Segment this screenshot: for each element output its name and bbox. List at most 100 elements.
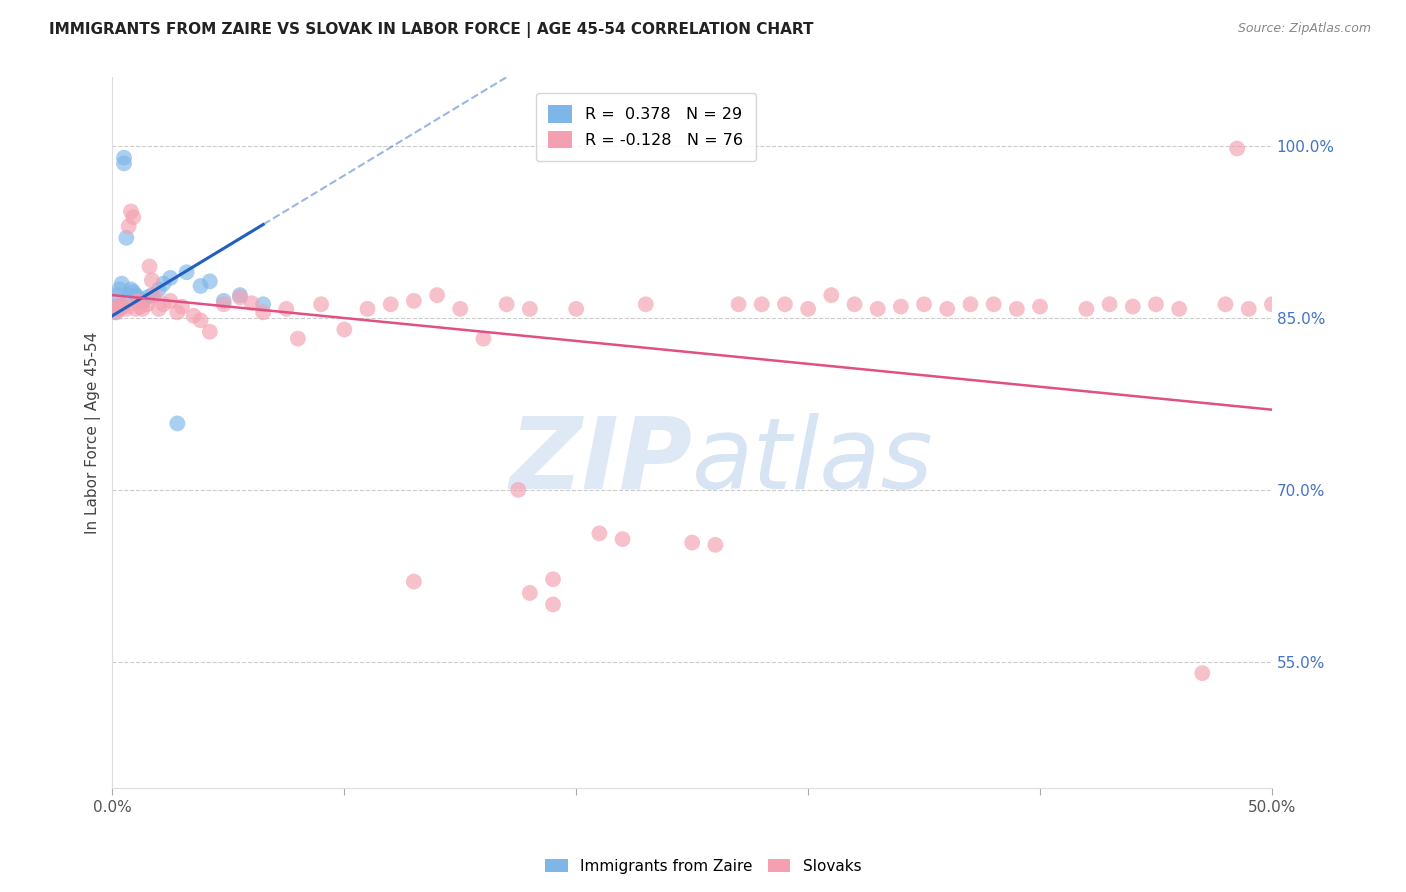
Point <box>108 282 131 296</box>
Text: atlas: atlas <box>692 412 934 509</box>
Point <box>159 293 181 308</box>
Point <box>612 532 634 546</box>
Point <box>131 293 153 308</box>
Point <box>1168 301 1191 316</box>
Point <box>356 301 378 316</box>
Point <box>1122 300 1144 314</box>
Point <box>1098 297 1121 311</box>
Point <box>634 297 657 311</box>
Point <box>190 313 212 327</box>
Point <box>136 290 159 304</box>
Point <box>912 297 935 311</box>
Point <box>240 296 263 310</box>
Point <box>565 301 588 316</box>
Point <box>959 297 981 311</box>
Point <box>1261 297 1284 311</box>
Point <box>170 300 193 314</box>
Legend: R =  0.378   N = 29, R = -0.128   N = 76: R = 0.378 N = 29, R = -0.128 N = 76 <box>536 93 756 161</box>
Point <box>112 151 135 165</box>
Point <box>820 288 842 302</box>
Point <box>108 301 131 316</box>
Point <box>120 282 142 296</box>
Point <box>890 300 912 314</box>
Text: ZIP: ZIP <box>509 412 692 509</box>
Text: IMMIGRANTS FROM ZAIRE VS SLOVAK IN LABOR FORCE | AGE 45-54 CORRELATION CHART: IMMIGRANTS FROM ZAIRE VS SLOVAK IN LABOR… <box>49 22 814 38</box>
Point <box>449 301 471 316</box>
Point <box>426 288 449 302</box>
Point <box>983 297 1005 311</box>
Point <box>844 297 866 311</box>
Point <box>380 297 402 311</box>
Point <box>143 288 166 302</box>
Point <box>797 301 820 316</box>
Point <box>1005 301 1028 316</box>
Point <box>112 300 135 314</box>
Point <box>229 290 252 304</box>
Point <box>166 417 188 431</box>
Point <box>124 288 146 302</box>
Point <box>1191 666 1213 681</box>
Text: Source: ZipAtlas.com: Source: ZipAtlas.com <box>1237 22 1371 36</box>
Point <box>136 297 159 311</box>
Point <box>212 297 235 311</box>
Point <box>105 288 128 302</box>
Point <box>704 538 727 552</box>
Point <box>198 325 221 339</box>
Point <box>252 297 274 311</box>
Point <box>104 300 127 314</box>
Point <box>105 300 128 314</box>
Point <box>751 297 773 311</box>
Point <box>1226 141 1249 155</box>
Point <box>111 277 134 291</box>
Point <box>1029 300 1052 314</box>
Point <box>152 297 174 311</box>
Point <box>402 574 425 589</box>
Point <box>148 301 170 316</box>
Point <box>124 301 146 316</box>
Point <box>122 211 145 225</box>
Point <box>129 300 152 314</box>
Point <box>212 293 235 308</box>
Point <box>138 260 160 274</box>
Point <box>166 305 188 319</box>
Point <box>111 297 134 311</box>
Point <box>108 301 131 316</box>
Point <box>111 300 134 314</box>
Point <box>190 279 212 293</box>
Point <box>141 273 163 287</box>
Point <box>1076 301 1098 316</box>
Point <box>152 277 174 291</box>
Point <box>588 526 610 541</box>
Point <box>141 288 163 302</box>
Point <box>115 231 138 245</box>
Point <box>727 297 749 311</box>
Point <box>519 586 541 600</box>
Point <box>541 572 564 586</box>
Point <box>120 204 142 219</box>
Point <box>508 483 530 497</box>
Point <box>229 288 252 302</box>
Point <box>183 309 205 323</box>
Point <box>105 305 128 319</box>
Point <box>198 274 221 288</box>
Point <box>309 297 332 311</box>
Point <box>1237 301 1260 316</box>
Point <box>127 293 149 308</box>
Point <box>519 301 541 316</box>
Point <box>936 301 959 316</box>
Point <box>333 322 356 336</box>
Y-axis label: In Labor Force | Age 45-54: In Labor Force | Age 45-54 <box>86 332 101 533</box>
Point <box>1144 297 1167 311</box>
Legend: Immigrants from Zaire, Slovaks: Immigrants from Zaire, Slovaks <box>538 853 868 880</box>
Point <box>252 305 274 319</box>
Point <box>131 301 153 316</box>
Point <box>117 288 139 302</box>
Point <box>773 297 796 311</box>
Point <box>148 282 170 296</box>
Point <box>276 301 298 316</box>
Point <box>541 598 564 612</box>
Point <box>472 332 495 346</box>
Point <box>127 290 149 304</box>
Point <box>681 535 703 549</box>
Point <box>402 293 425 308</box>
